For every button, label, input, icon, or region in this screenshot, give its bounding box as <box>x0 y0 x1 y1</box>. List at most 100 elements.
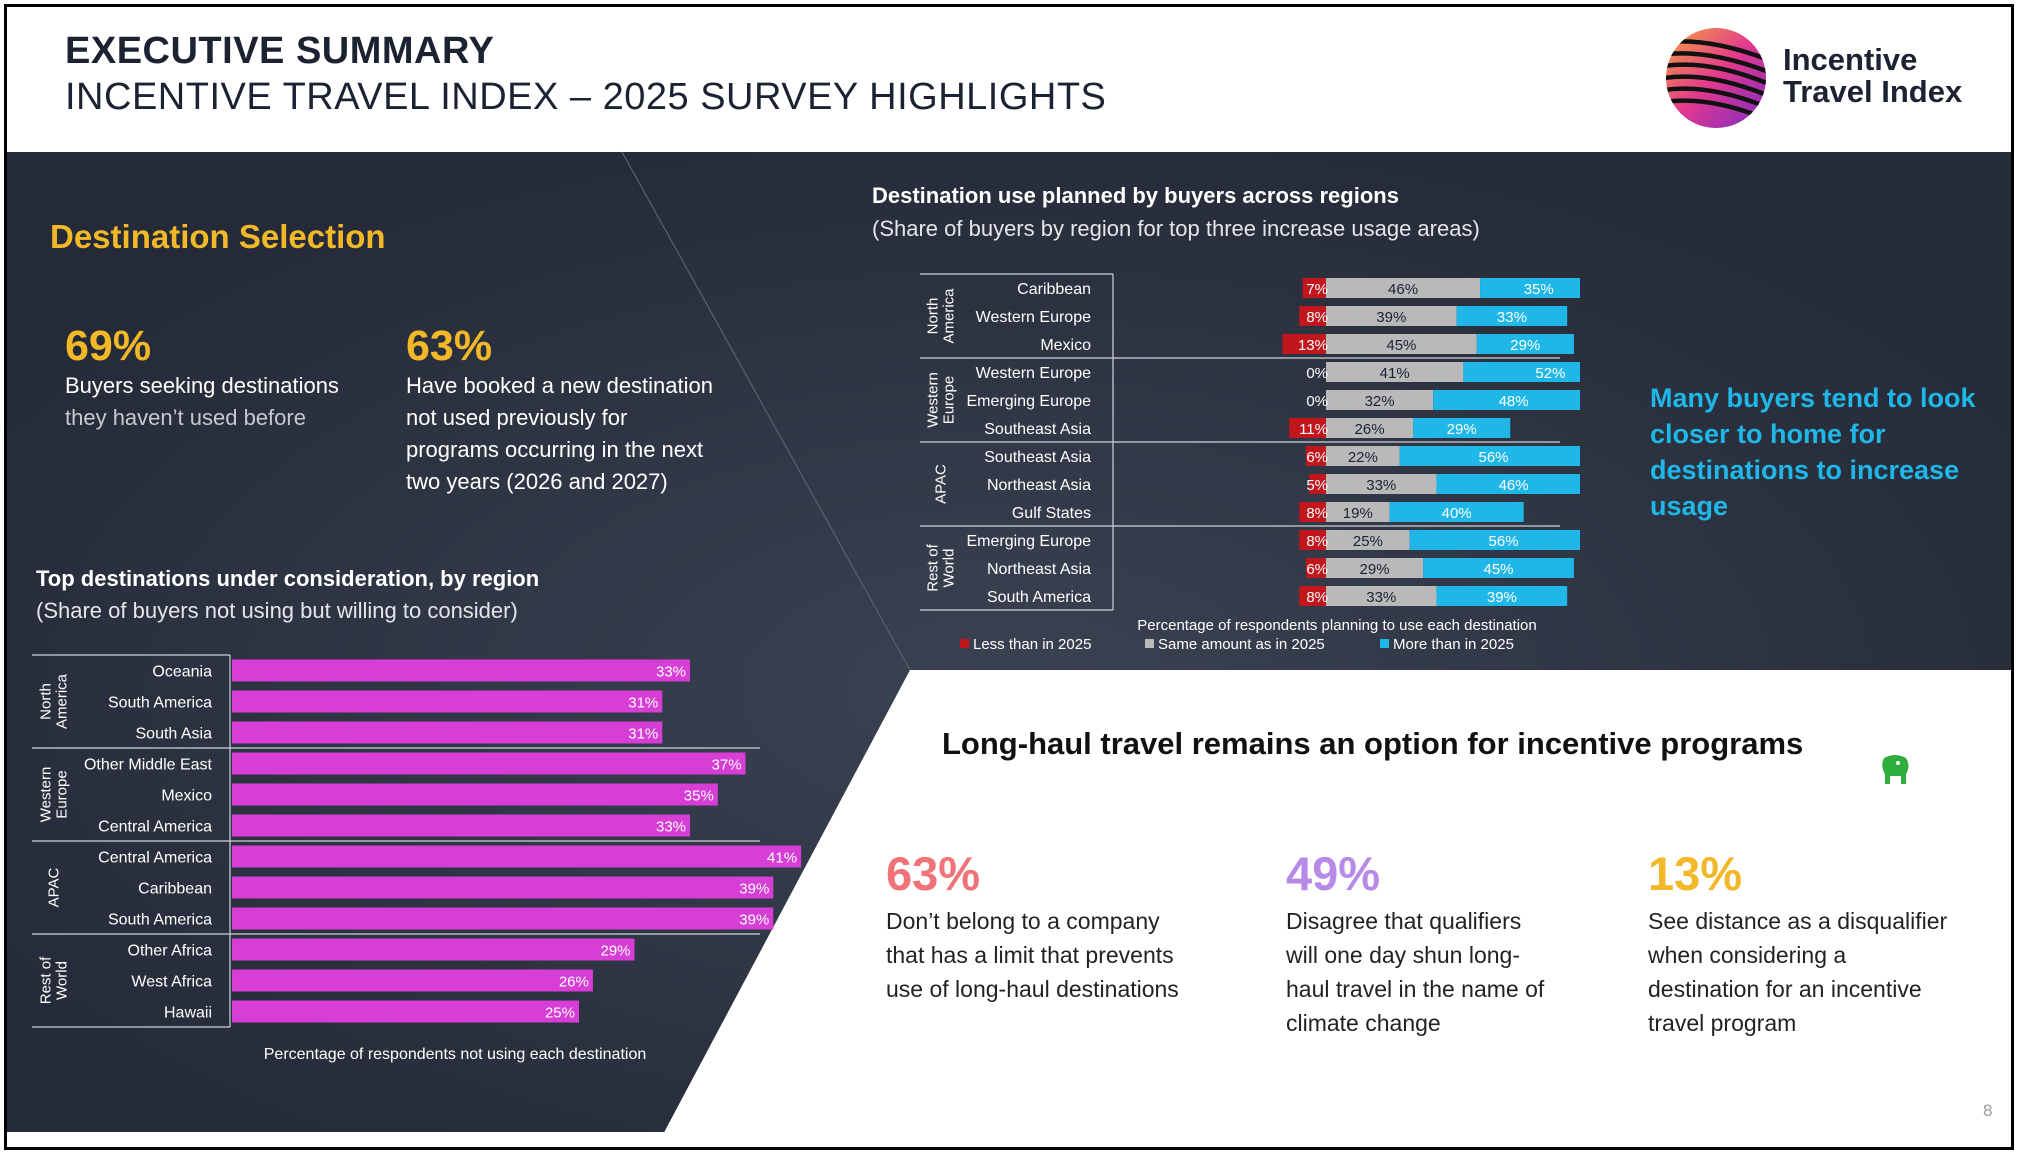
stat-line: will one day shun long- <box>1286 942 1520 968</box>
data-label: 13% <box>1298 337 1328 354</box>
top-destinations-chart: NorthAmerica Oceania 33% South America 31% So… <box>32 654 802 1063</box>
data-label: 0% <box>1306 393 1328 410</box>
bar-same <box>1326 586 1437 606</box>
category-label: Mexico <box>161 788 212 805</box>
stat-line: two years (2026 and 2027) <box>406 469 668 494</box>
bar-less <box>1302 278 1326 298</box>
category-label: Western Europe <box>976 365 1091 382</box>
data-label: 40% <box>1442 505 1472 522</box>
data-label: 25% <box>545 1005 575 1022</box>
bar-same <box>1326 306 1457 326</box>
stat-line: not used previously for <box>406 405 628 430</box>
data-label: 39% <box>1487 589 1517 606</box>
data-label: 11% <box>1299 421 1328 438</box>
stat-line: See distance as a disqualifier <box>1648 908 1948 934</box>
page-number: 8 <box>1983 1101 1993 1120</box>
data-label: 8% <box>1306 589 1328 606</box>
bar-same <box>1326 502 1390 522</box>
region-label: WesternEurope <box>924 372 957 428</box>
category-label: Caribbean <box>138 881 212 898</box>
category-label: Emerging Europe <box>966 533 1091 550</box>
stat-line: use of long-haul destinations <box>886 976 1179 1002</box>
data-label: 39% <box>1376 309 1406 326</box>
category-label: South America <box>987 589 1091 606</box>
data-label: 25% <box>1353 533 1383 550</box>
x-axis-label: Percentage of respondents not using each… <box>264 1046 647 1063</box>
region-label: APAC <box>932 464 949 504</box>
region-label: Rest ofWorld <box>924 543 957 591</box>
stat-line: travel program <box>1648 1010 1797 1036</box>
legend-label: Same amount as in 2025 <box>1158 636 1325 653</box>
divider-line <box>621 151 911 671</box>
bar-less <box>1299 530 1326 550</box>
bar-more <box>1389 502 1524 522</box>
x-axis-label: Percentage of respondents planning to us… <box>1137 617 1536 634</box>
logo-wordmark: Incentive Travel Index <box>1783 42 1963 109</box>
data-label: 26% <box>559 974 589 991</box>
long-haul-stat-description: Don’t belong to a company that has a lim… <box>886 904 1179 1006</box>
data-label: 46% <box>1499 477 1529 494</box>
stat-description: Buyers seeking destinations they haven’t… <box>65 370 339 434</box>
bar <box>232 938 635 961</box>
stat-line: when considering a <box>1648 942 1847 968</box>
legend-label: More than in 2025 <box>1393 636 1514 653</box>
white-diagonal-panel <box>660 670 2014 1140</box>
bar <box>232 690 663 713</box>
bar-more <box>1413 418 1511 438</box>
bar-less <box>1299 586 1326 606</box>
data-label: 56% <box>1489 533 1519 550</box>
bar-same <box>1326 474 1437 494</box>
category-label: South Asia <box>136 726 213 743</box>
bar <box>232 969 593 992</box>
category-label: Caribbean <box>1017 281 1091 298</box>
category-label: Emerging Europe <box>966 393 1091 410</box>
stat-description: Have booked a new destination not used p… <box>406 370 713 498</box>
elephant-icon <box>1882 755 1909 784</box>
bar-same <box>1326 446 1400 466</box>
bar-same <box>1326 390 1434 410</box>
callout-text: Many buyers tend to look closer to home … <box>1650 383 1976 521</box>
chart-title: Top destinations under consideration, by… <box>36 566 540 591</box>
long-haul-stat-description: Disagree that qualifiers will one day sh… <box>1286 904 1544 1040</box>
data-label: 39% <box>739 912 769 929</box>
bar-more <box>1456 306 1568 326</box>
data-label: 48% <box>1499 393 1529 410</box>
data-label: 35% <box>684 788 714 805</box>
planned-use-chart: NorthAmerica Caribbean 7% 46% 35% Western Eur… <box>920 273 1580 653</box>
data-label: 8% <box>1306 533 1328 550</box>
bar-more <box>1463 362 1580 382</box>
region-label: NorthAmerica <box>37 673 70 729</box>
data-label: 31% <box>628 726 658 743</box>
stat-line: they haven’t used before <box>65 405 306 430</box>
long-haul-title: Long-haul travel remains an option for i… <box>942 726 1804 761</box>
data-label: 37% <box>712 757 742 774</box>
region-label: NorthAmerica <box>924 288 957 344</box>
bar-more <box>1480 278 1580 298</box>
section-title: Destination Selection <box>50 218 386 255</box>
bar-more <box>1399 446 1580 466</box>
stat-value: 63% <box>406 322 493 370</box>
stat-line: that has a limit that prevents <box>886 942 1174 968</box>
data-label: 56% <box>1478 449 1508 466</box>
category-label: Northeast Asia <box>987 561 1091 578</box>
stat-line: haul travel in the name of <box>1286 976 1545 1002</box>
chart-subtitle: (Share of buyers not using but willing t… <box>36 598 518 623</box>
bar-less <box>1299 306 1326 326</box>
category-label: West Africa <box>131 974 212 991</box>
bar-more <box>1436 474 1580 494</box>
bar-same <box>1326 362 1464 382</box>
page-subtitle: INCENTIVE TRAVEL INDEX – 2025 SURVEY HIG… <box>65 76 1107 118</box>
globe-logo-icon <box>1666 28 1766 128</box>
bar-more <box>1409 530 1580 550</box>
bar-more <box>1476 334 1574 354</box>
category-label: Central America <box>98 819 212 836</box>
bar-more <box>1436 586 1568 606</box>
stat-line: Disagree that qualifiers <box>1286 908 1522 934</box>
data-label: 8% <box>1306 505 1328 522</box>
bar-more <box>1423 558 1574 578</box>
data-label: 6% <box>1306 449 1328 466</box>
page-title: EXECUTIVE SUMMARY <box>65 30 495 72</box>
data-label: 0% <box>1306 365 1328 382</box>
bar-less <box>1309 474 1326 494</box>
data-label: 6% <box>1306 561 1328 578</box>
